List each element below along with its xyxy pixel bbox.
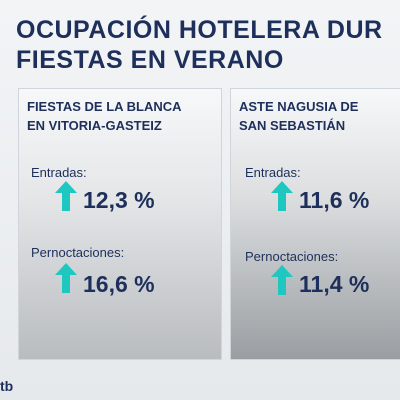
metric-label: Pernoctaciones:: [245, 249, 339, 264]
metric-value: 12,3 %: [83, 187, 155, 213]
metric-label: Pernoctaciones:: [31, 245, 125, 260]
metric-label: Entradas:: [31, 165, 87, 180]
metric-value: 11,6 %: [299, 187, 370, 213]
panel-title-line: ASTE NAGUSIA DE: [239, 99, 359, 114]
panel-title-line: EN VITORIA-GASTEIZ: [27, 118, 162, 133]
logo: tb: [0, 378, 14, 394]
up-arrow: [55, 263, 77, 293]
up-arrow: [271, 181, 293, 211]
panel-title: FIESTAS DE LA BLANCA EN VITORIA-GASTEIZ: [27, 97, 182, 135]
panel-title: ASTE NAGUSIA DE SAN SEBASTIÁN: [239, 97, 358, 135]
title-line: FIESTAS EN VERANO: [16, 46, 284, 74]
title-line: OCUPACIÓN HOTELERA DUR: [16, 16, 383, 44]
panel-title-line: FIESTAS DE LA BLANCA: [27, 99, 182, 114]
panel: FIESTAS DE LA BLANCA EN VITORIA-GASTEIZ E…: [18, 88, 222, 360]
metric-label: Entradas:: [245, 165, 301, 180]
panel-title-line: SAN SEBASTIÁN: [239, 118, 346, 133]
up-arrow: [271, 265, 293, 295]
panel: ASTE NAGUSIA DE SAN SEBASTIÁN Entradas: 1…: [230, 88, 400, 360]
metric-value: 16,6 %: [83, 271, 155, 297]
metric-value: 11,4 %: [299, 271, 370, 297]
up-arrow: [55, 181, 77, 211]
